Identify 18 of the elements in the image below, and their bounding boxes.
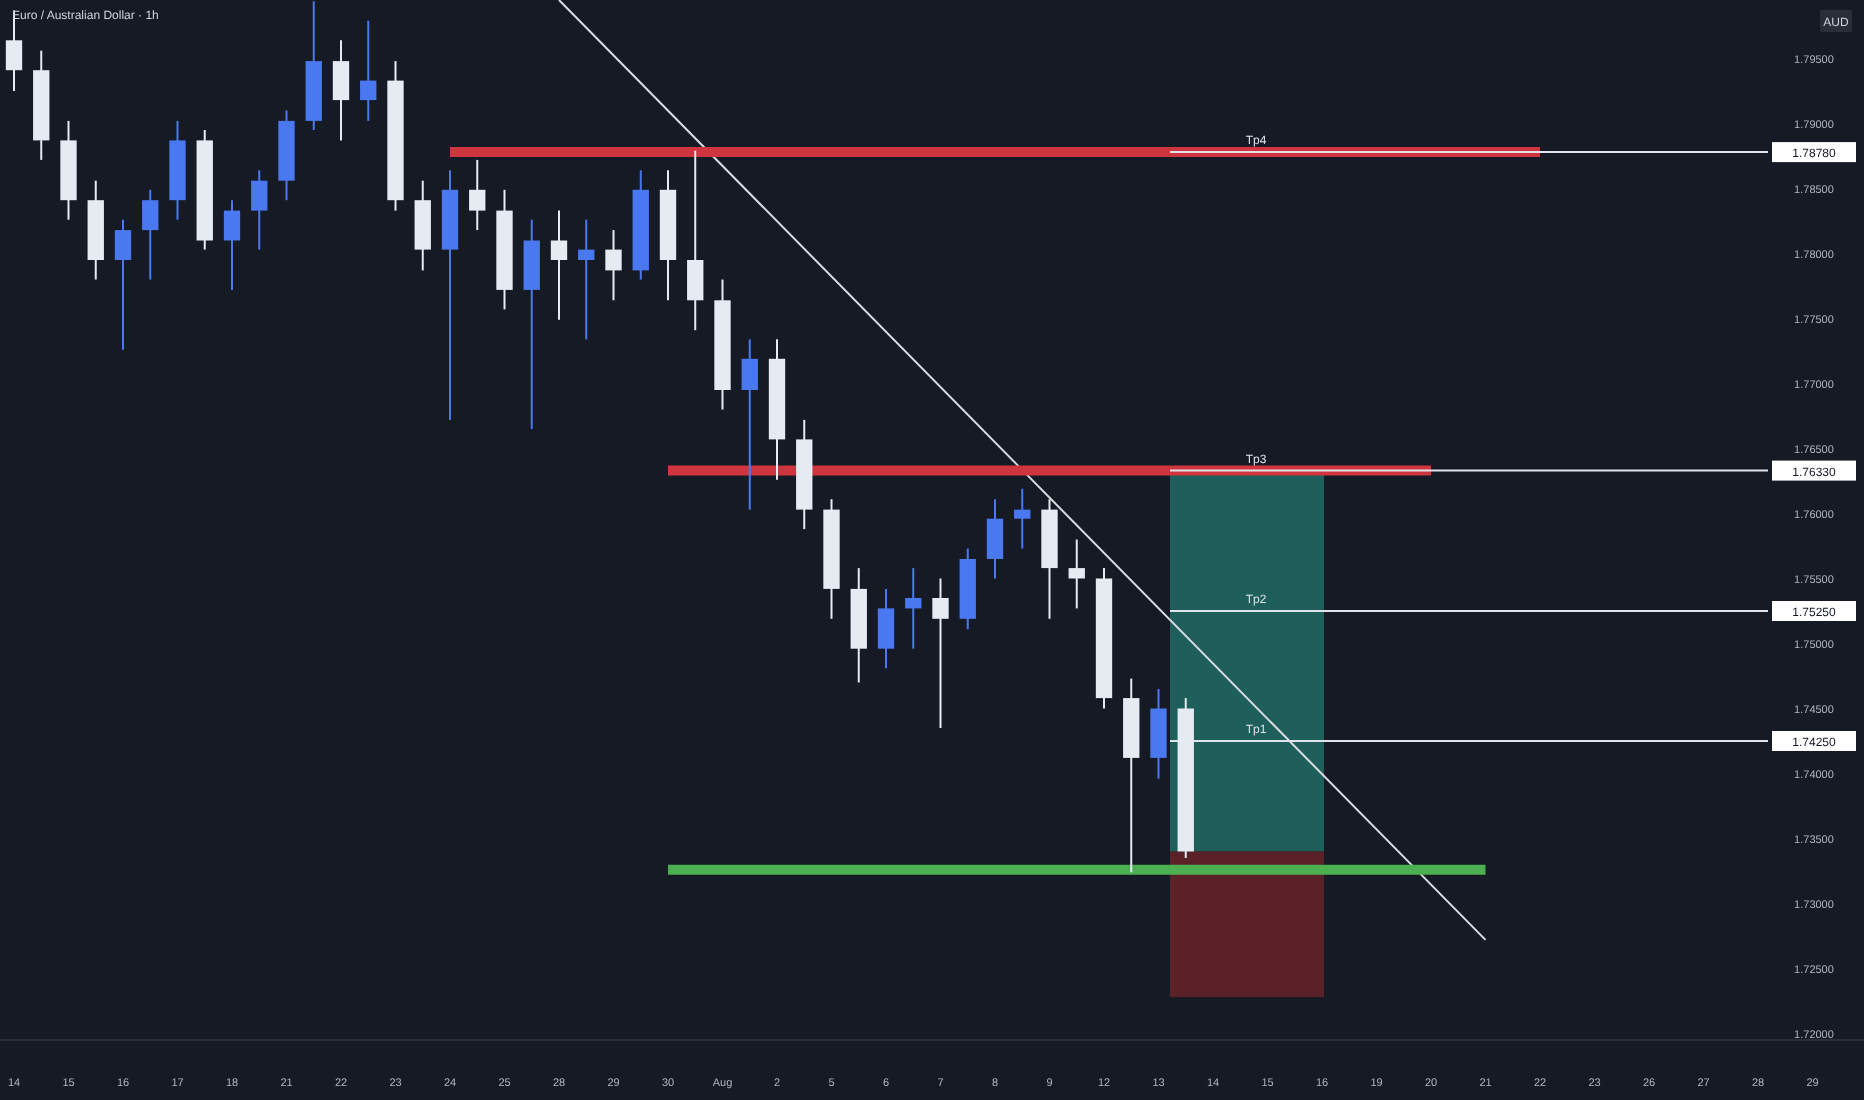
candlestick bbox=[741, 338, 758, 511]
candlestick bbox=[687, 149, 704, 332]
candlestick bbox=[1068, 538, 1085, 610]
candlestick bbox=[578, 218, 595, 341]
candlestick bbox=[332, 39, 350, 142]
candlestick bbox=[877, 587, 895, 670]
candlestick bbox=[142, 188, 159, 281]
candlestick bbox=[932, 577, 949, 729]
candlestick bbox=[986, 498, 1004, 580]
candlestick bbox=[360, 19, 377, 122]
candlestick bbox=[905, 567, 922, 650]
candlestick bbox=[469, 158, 486, 232]
candlestick bbox=[251, 169, 268, 251]
candlestick bbox=[114, 218, 132, 351]
candlestick bbox=[1014, 487, 1031, 550]
candlestick bbox=[605, 229, 622, 302]
candlestick bbox=[550, 209, 568, 321]
candlestick bbox=[223, 199, 241, 291]
